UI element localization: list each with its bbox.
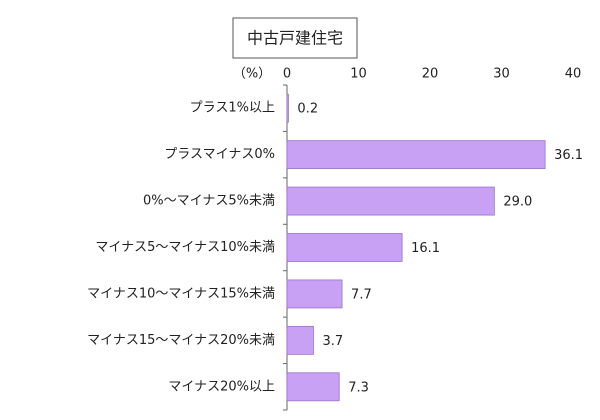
y-tick-label: マイナス20%以上 bbox=[168, 379, 275, 394]
x-tick-label: 30 bbox=[493, 67, 510, 82]
x-tick-label: 0 bbox=[283, 67, 291, 82]
y-tick-label: プラス1%以上 bbox=[190, 101, 275, 116]
value-label: 3.7 bbox=[322, 334, 343, 349]
value-label: 29.0 bbox=[503, 195, 532, 210]
bar bbox=[286, 279, 343, 309]
y-tick-label: マイナス10～マイナス15%未満 bbox=[87, 286, 275, 301]
chart-title: 中古戸建住宅 bbox=[247, 29, 343, 48]
y-tick-label: マイナス5～マイナス10%未満 bbox=[95, 240, 275, 255]
value-label: 0.2 bbox=[297, 102, 318, 117]
bar bbox=[286, 233, 403, 262]
bar bbox=[286, 325, 314, 355]
y-tick-label: プラスマイナス0% bbox=[164, 147, 275, 162]
y-tick-label: マイナス15～マイナス20%未満 bbox=[87, 333, 275, 348]
bar bbox=[286, 140, 546, 170]
x-tick-label: 20 bbox=[422, 67, 439, 82]
value-label: 36.1 bbox=[554, 148, 583, 163]
value-label: 7.3 bbox=[348, 380, 369, 395]
value-label: 7.7 bbox=[351, 287, 372, 302]
x-tick-label: 10 bbox=[350, 67, 367, 82]
bar bbox=[286, 186, 495, 216]
bar bbox=[286, 372, 340, 402]
axis-label: （%） bbox=[233, 67, 271, 82]
value-label: 16.1 bbox=[411, 241, 440, 256]
x-tick-label: 40 bbox=[565, 67, 582, 82]
title-box bbox=[232, 17, 358, 59]
y-tick-label: 0%～マイナス5%未満 bbox=[143, 194, 275, 209]
bar bbox=[286, 93, 289, 123]
